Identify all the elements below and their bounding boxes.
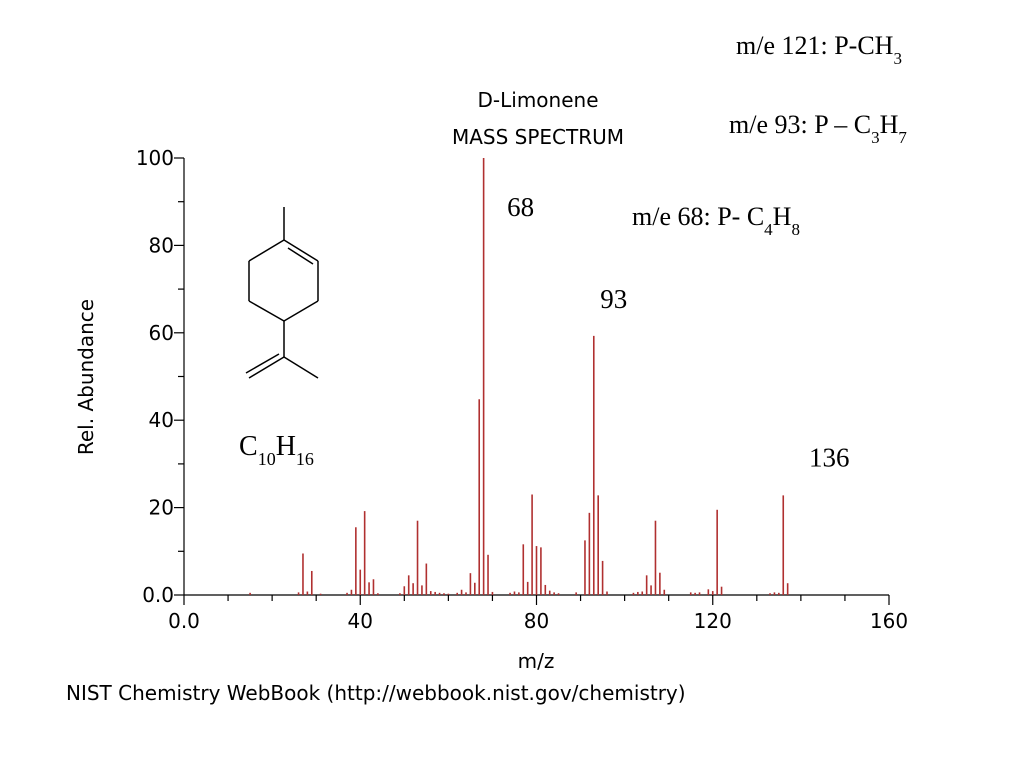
y-tick-label: 60 <box>149 321 174 345</box>
peak-labels: 68 93 136 <box>507 192 849 472</box>
peak-label: 136 <box>809 442 850 472</box>
y-axis-title: Rel. Abundance <box>74 299 98 455</box>
axis-tick-labels: 0.0 40 80 120 160 0.0 20 40 60 80 100 <box>136 146 908 633</box>
x-tick-label: 0.0 <box>168 609 200 633</box>
chart-title-line-1: D-Limonene <box>478 88 599 112</box>
x-tick-label: 160 <box>870 609 908 633</box>
y-tick-label: 40 <box>149 408 174 432</box>
annotation-m121: m/e 121: P-CH3 <box>736 31 902 68</box>
axis-ticks <box>174 157 890 605</box>
annotation-m68: m/e 68: P- C4H8 <box>632 202 800 239</box>
y-tick-label: 20 <box>149 496 174 520</box>
annotation-m93: m/e 93: P – C3H7 <box>729 110 907 147</box>
chart-title-line-2: MASS SPECTRUM <box>452 125 624 149</box>
molecular-formula: C10H16 <box>239 431 314 469</box>
x-tick-label: 40 <box>348 609 373 633</box>
x-axis-title: m/z <box>518 649 555 673</box>
y-tick-label: 0.0 <box>142 583 174 607</box>
peak-label: 68 <box>507 192 534 222</box>
limonene-structure-drawing <box>245 207 319 379</box>
peak-label: 93 <box>600 284 627 314</box>
y-tick-label: 80 <box>149 233 174 257</box>
y-tick-label: 100 <box>136 146 174 170</box>
source-credit: NIST Chemistry WebBook (http://webbook.n… <box>66 681 686 705</box>
x-tick-label: 80 <box>524 609 549 633</box>
spectrum-peaks <box>249 158 789 595</box>
x-tick-label: 120 <box>694 609 732 633</box>
